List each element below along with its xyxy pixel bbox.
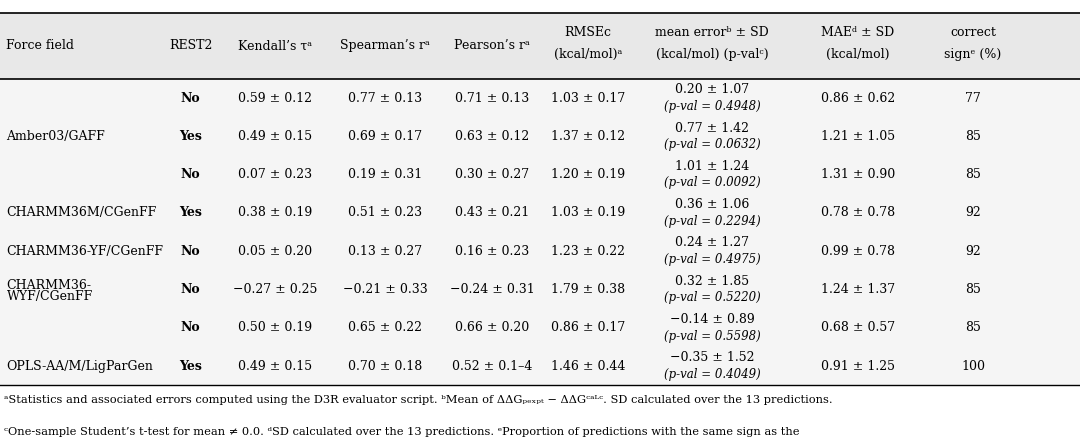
Text: (p-val = 0.4948): (p-val = 0.4948) xyxy=(664,100,760,113)
Text: 85: 85 xyxy=(966,168,981,181)
Text: (p-val = 0.5598): (p-val = 0.5598) xyxy=(664,330,760,343)
Text: 1.01 ± 1.24: 1.01 ± 1.24 xyxy=(675,160,750,173)
Text: 0.36 ± 1.06: 0.36 ± 1.06 xyxy=(675,198,750,211)
Text: (p-val = 0.4975): (p-val = 0.4975) xyxy=(664,253,760,266)
Text: 0.50 ± 0.19: 0.50 ± 0.19 xyxy=(239,321,312,335)
Text: −0.21 ± 0.33: −0.21 ± 0.33 xyxy=(342,283,428,296)
Text: (kcal/mol)ᵃ: (kcal/mol)ᵃ xyxy=(554,48,622,61)
Text: 0.69 ± 0.17: 0.69 ± 0.17 xyxy=(348,130,422,143)
Text: 0.70 ± 0.18: 0.70 ± 0.18 xyxy=(348,360,422,373)
Text: 1.03 ± 0.19: 1.03 ± 0.19 xyxy=(551,206,625,219)
Text: No: No xyxy=(180,321,201,335)
Bar xyxy=(0,79,1080,385)
Text: 0.32 ± 1.85: 0.32 ± 1.85 xyxy=(675,275,750,288)
Text: 0.05 ± 0.20: 0.05 ± 0.20 xyxy=(239,245,312,258)
Text: 0.86 ± 0.17: 0.86 ± 0.17 xyxy=(551,321,625,335)
Text: 1.24 ± 1.37: 1.24 ± 1.37 xyxy=(821,283,895,296)
Text: 0.24 ± 1.27: 0.24 ± 1.27 xyxy=(675,237,750,250)
Text: 0.20 ± 1.07: 0.20 ± 1.07 xyxy=(675,83,750,96)
Text: Force field: Force field xyxy=(6,39,75,53)
Text: No: No xyxy=(180,168,201,181)
Bar xyxy=(0,13,1080,79)
Text: 1.37 ± 0.12: 1.37 ± 0.12 xyxy=(551,130,625,143)
Text: 0.16 ± 0.23: 0.16 ± 0.23 xyxy=(455,245,529,258)
Text: Yes: Yes xyxy=(179,130,202,143)
Text: 1.23 ± 0.22: 1.23 ± 0.22 xyxy=(551,245,625,258)
Text: CHARMM36-YF/CGenFF: CHARMM36-YF/CGenFF xyxy=(6,245,163,258)
Text: signᵉ (%): signᵉ (%) xyxy=(944,48,1002,61)
Text: (p-val = 0.2294): (p-val = 0.2294) xyxy=(664,215,760,228)
Text: 0.77 ± 0.13: 0.77 ± 0.13 xyxy=(348,92,422,105)
Text: 1.03 ± 0.17: 1.03 ± 0.17 xyxy=(551,92,625,105)
Text: 92: 92 xyxy=(966,206,981,219)
Text: −0.14 ± 0.89: −0.14 ± 0.89 xyxy=(670,313,755,326)
Text: 0.07 ± 0.23: 0.07 ± 0.23 xyxy=(239,168,312,181)
Text: 0.63 ± 0.12: 0.63 ± 0.12 xyxy=(455,130,529,143)
Text: CHARMM36M/CGenFF: CHARMM36M/CGenFF xyxy=(6,206,157,219)
Text: (kcal/mol) (p-valᶜ): (kcal/mol) (p-valᶜ) xyxy=(656,48,769,61)
Text: Yes: Yes xyxy=(179,206,202,219)
Text: 0.77 ± 1.42: 0.77 ± 1.42 xyxy=(675,121,750,134)
Text: (p-val = 0.0092): (p-val = 0.0092) xyxy=(664,177,760,190)
Text: REST2: REST2 xyxy=(168,39,213,53)
Text: 0.38 ± 0.19: 0.38 ± 0.19 xyxy=(239,206,312,219)
Text: 77: 77 xyxy=(966,92,981,105)
Text: 0.65 ± 0.22: 0.65 ± 0.22 xyxy=(348,321,422,335)
Text: 0.49 ± 0.15: 0.49 ± 0.15 xyxy=(239,360,312,373)
Text: CHARMM36-: CHARMM36- xyxy=(6,279,92,292)
Text: 92: 92 xyxy=(966,245,981,258)
Text: 1.20 ± 0.19: 1.20 ± 0.19 xyxy=(551,168,625,181)
Text: 0.52 ± 0.1–4: 0.52 ± 0.1–4 xyxy=(451,360,532,373)
Text: 1.31 ± 0.90: 1.31 ± 0.90 xyxy=(821,168,895,181)
Text: Yes: Yes xyxy=(179,360,202,373)
Text: 85: 85 xyxy=(966,283,981,296)
Text: OPLS-AA/M/LigParGen: OPLS-AA/M/LigParGen xyxy=(6,360,153,373)
Text: 0.19 ± 0.31: 0.19 ± 0.31 xyxy=(348,168,422,181)
Text: Amber03/GAFF: Amber03/GAFF xyxy=(6,130,105,143)
Text: 85: 85 xyxy=(966,321,981,335)
Text: (p-val = 0.4049): (p-val = 0.4049) xyxy=(664,368,760,381)
Text: (p-val = 0.5220): (p-val = 0.5220) xyxy=(664,291,760,304)
Text: 0.86 ± 0.62: 0.86 ± 0.62 xyxy=(821,92,895,105)
Text: 0.49 ± 0.15: 0.49 ± 0.15 xyxy=(239,130,312,143)
Text: 100: 100 xyxy=(961,360,985,373)
Text: ᶜOne-sample Student’s t-test for mean ≠ 0.0. ᵈSD calculated over the 13 predicti: ᶜOne-sample Student’s t-test for mean ≠ … xyxy=(4,427,800,437)
Text: (p-val = 0.0632): (p-val = 0.0632) xyxy=(664,138,760,151)
Text: Spearman’s rᵃ: Spearman’s rᵃ xyxy=(340,39,430,53)
Text: 0.51 ± 0.23: 0.51 ± 0.23 xyxy=(348,206,422,219)
Text: RMSEc: RMSEc xyxy=(565,26,611,39)
Text: −0.24 ± 0.31: −0.24 ± 0.31 xyxy=(449,283,535,296)
Text: 85: 85 xyxy=(966,130,981,143)
Text: 0.13 ± 0.27: 0.13 ± 0.27 xyxy=(348,245,422,258)
Text: 0.66 ± 0.20: 0.66 ± 0.20 xyxy=(455,321,529,335)
Text: No: No xyxy=(180,92,201,105)
Text: (kcal/mol): (kcal/mol) xyxy=(826,48,890,61)
Text: correct: correct xyxy=(950,26,996,39)
Text: Kendall’s τᵃ: Kendall’s τᵃ xyxy=(239,39,312,53)
Text: Pearson’s rᵃ: Pearson’s rᵃ xyxy=(454,39,530,53)
Text: 0.59 ± 0.12: 0.59 ± 0.12 xyxy=(239,92,312,105)
Text: 0.71 ± 0.13: 0.71 ± 0.13 xyxy=(455,92,529,105)
Text: 1.79 ± 0.38: 1.79 ± 0.38 xyxy=(551,283,625,296)
Text: 0.78 ± 0.78: 0.78 ± 0.78 xyxy=(821,206,895,219)
Text: 0.43 ± 0.21: 0.43 ± 0.21 xyxy=(455,206,529,219)
Text: WYF/CGenFF: WYF/CGenFF xyxy=(6,290,93,303)
Text: ᵃStatistics and associated errors computed using the D3R evaluator script. ᵇMean: ᵃStatistics and associated errors comput… xyxy=(4,395,833,405)
Text: −0.27 ± 0.25: −0.27 ± 0.25 xyxy=(233,283,318,296)
Text: No: No xyxy=(180,283,201,296)
Text: 0.99 ± 0.78: 0.99 ± 0.78 xyxy=(821,245,895,258)
Text: −0.35 ± 1.52: −0.35 ± 1.52 xyxy=(670,351,755,364)
Text: mean errorᵇ ± SD: mean errorᵇ ± SD xyxy=(656,26,769,39)
Text: 0.91 ± 1.25: 0.91 ± 1.25 xyxy=(821,360,895,373)
Text: No: No xyxy=(180,245,201,258)
Text: MAEᵈ ± SD: MAEᵈ ± SD xyxy=(822,26,894,39)
Text: 1.46 ± 0.44: 1.46 ± 0.44 xyxy=(551,360,625,373)
Text: 0.68 ± 0.57: 0.68 ± 0.57 xyxy=(821,321,895,335)
Text: 0.30 ± 0.27: 0.30 ± 0.27 xyxy=(455,168,529,181)
Text: 1.21 ± 1.05: 1.21 ± 1.05 xyxy=(821,130,895,143)
